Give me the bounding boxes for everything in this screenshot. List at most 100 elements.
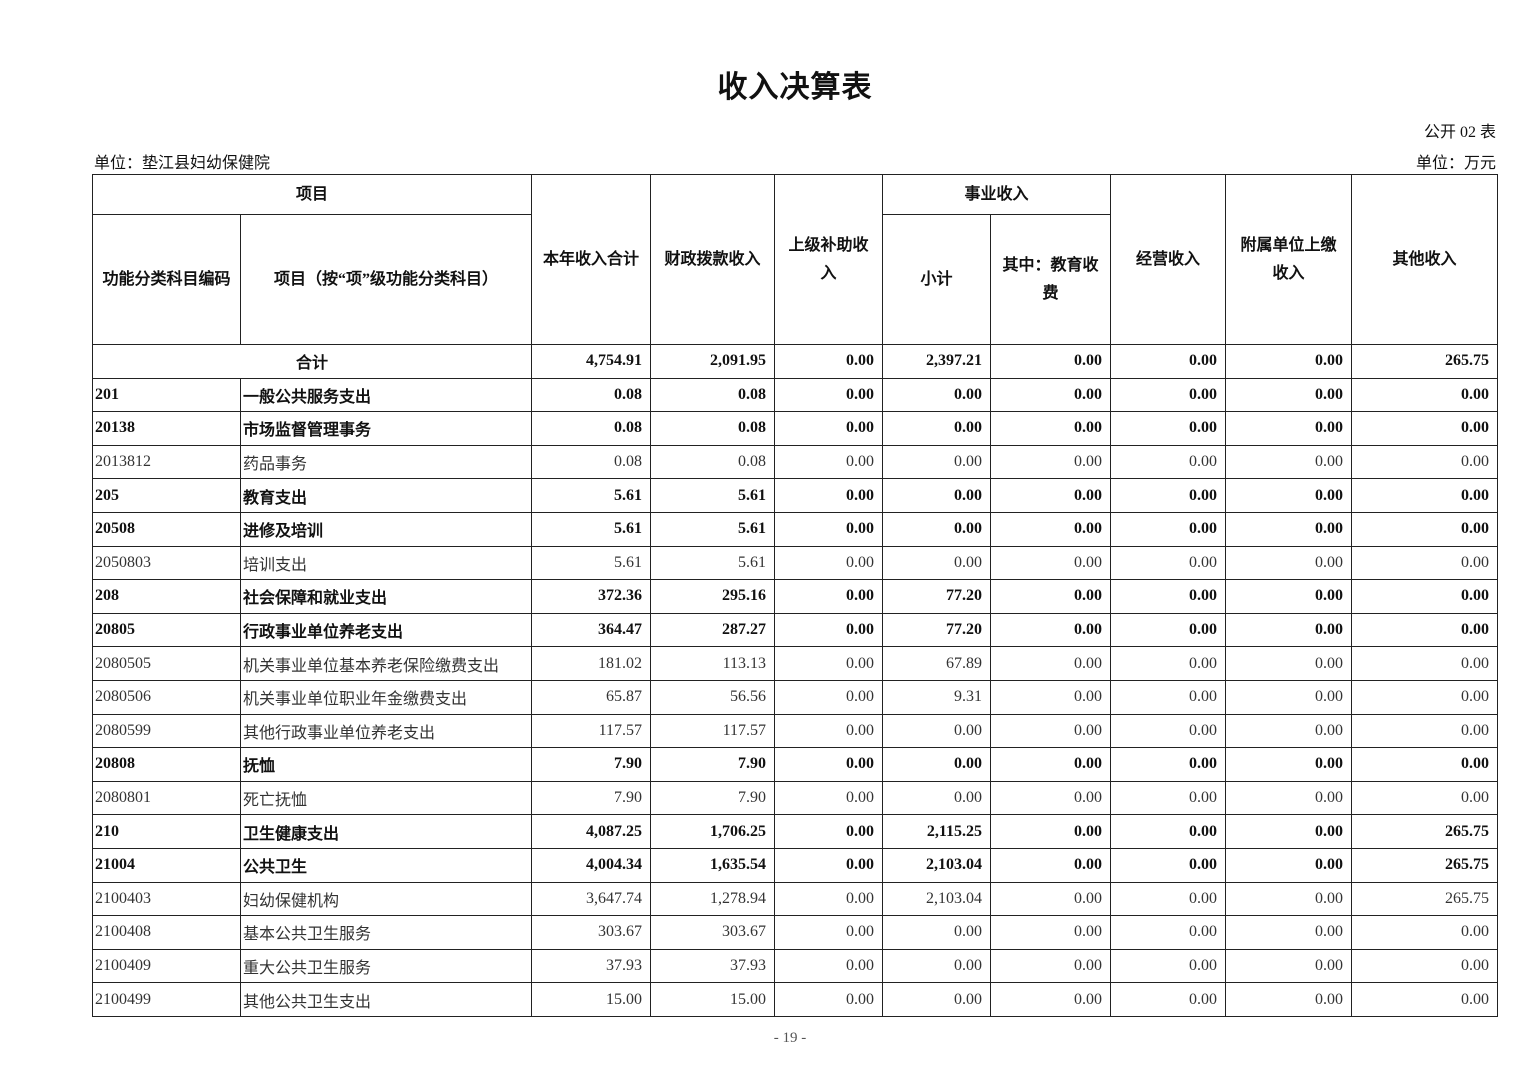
currency-unit: 单位：万元 — [1415, 155, 1496, 172]
cell-value: 113.13 — [650, 646, 776, 681]
cell-value: 0.08 — [650, 411, 776, 446]
cell-code: 2080505 — [92, 646, 241, 681]
cell-value: 0.00 — [774, 444, 884, 480]
cell-value: 0.00 — [774, 948, 884, 984]
cell-value: 0.00 — [882, 545, 992, 581]
table-row: 2100403 妇幼保健机构 3,647.74 1,278.94 0.00 2,103.0… — [92, 881, 1499, 917]
cell-value: 5.61 — [650, 511, 776, 547]
cell-code: 205 — [92, 478, 241, 513]
cell-value: 0.00 — [774, 377, 884, 413]
cell-value: 0.00 — [774, 713, 884, 749]
table-row: 20808 抚恤 7.90 7.90 0.00 0.00 0.00 0.00 0.00 0.00 — [92, 747, 1499, 782]
header-project: 项目 — [91, 174, 533, 215]
cell-value: 0.00 — [990, 814, 1112, 849]
cell-value: 0.00 — [990, 881, 1112, 917]
cell-value: 0.00 — [990, 915, 1112, 950]
cell-value: 0.00 — [1110, 511, 1227, 547]
page-number: - 19 - — [773, 1030, 807, 1046]
cell-name: 机关事业单位职业年金缴费支出 — [239, 679, 533, 715]
cell-value: 0.00 — [1225, 679, 1353, 715]
header-education: 其中：教育收费 — [990, 214, 1112, 345]
cell-value: 0.00 — [882, 747, 992, 782]
cell-value: 0.00 — [1225, 344, 1353, 379]
cell-value: 0.00 — [1351, 612, 1499, 648]
cell-value: 265.75 — [1351, 814, 1499, 849]
cell-code: 208 — [92, 579, 241, 614]
page-title: 收入决算表 — [717, 71, 873, 104]
cell-value: 0.00 — [1225, 377, 1353, 413]
cell-value: 0.00 — [1110, 948, 1227, 984]
cell-code: 201 — [92, 377, 241, 413]
cell-value: 0.00 — [1225, 982, 1353, 1017]
cell-value: 4,087.25 — [531, 814, 652, 849]
cell-name: 社会保障和就业支出 — [239, 579, 533, 614]
cell-value: 0.00 — [1351, 679, 1499, 715]
cell-value: 4,004.34 — [531, 847, 652, 883]
cell-value: 0.00 — [882, 511, 992, 547]
cell-value: 15.00 — [531, 982, 652, 1017]
table-row: 2080506 机关事业单位职业年金缴费支出 65.87 56.56 0.00 9.31 0… — [92, 679, 1499, 715]
cell-value: 0.00 — [990, 545, 1112, 581]
table-row: 21004 公共卫生 4,004.34 1,635.54 0.00 2,103.04 0.0… — [92, 847, 1499, 883]
cell-value: 372.36 — [531, 579, 652, 614]
cell-value: 0.00 — [1351, 747, 1499, 782]
cell-value: 0.08 — [531, 444, 652, 480]
cell-value: 0.00 — [1225, 411, 1353, 446]
cell-name: 基本公共卫生服务 — [239, 915, 533, 950]
cell-value: 37.93 — [531, 948, 652, 984]
cell-value: 0.00 — [990, 579, 1112, 614]
cell-value: 0.00 — [1351, 915, 1499, 950]
cell-value: 0.00 — [1225, 847, 1353, 883]
cell-value: 5.61 — [531, 478, 652, 513]
cell-value: 5.61 — [650, 478, 776, 513]
cell-value: 0.00 — [990, 344, 1112, 379]
cell-code: 20138 — [92, 411, 241, 446]
cell-name: 进修及培训 — [239, 511, 533, 547]
cell-value: 7.90 — [531, 780, 652, 816]
cell-value: 37.93 — [650, 948, 776, 984]
cell-name: 药品事务 — [239, 444, 533, 480]
cell-value: 0.00 — [1110, 377, 1227, 413]
cell-value: 7.90 — [531, 747, 652, 782]
cell-name: 一般公共服务支出 — [239, 377, 533, 413]
cell-value: 0.00 — [774, 411, 884, 446]
cell-value: 295.16 — [650, 579, 776, 614]
cell-code: 2100403 — [92, 881, 241, 917]
cell-value: 65.87 — [531, 679, 652, 715]
cell-value: 77.20 — [882, 579, 992, 614]
cell-value: 181.02 — [531, 646, 652, 681]
cell-value: 0.08 — [531, 411, 652, 446]
table-row: 2080505 机关事业单位基本养老保险缴费支出 181.02 113.13 0.00 6… — [92, 646, 1499, 681]
table-row: 210 卫生健康支出 4,087.25 1,706.25 0.00 2,115.25 0.0… — [92, 814, 1499, 849]
cell-value: 0.00 — [774, 780, 884, 816]
cell-value: 2,103.04 — [882, 847, 992, 883]
table-row: 2080599 其他行政事业单位养老支出 117.57 117.57 0.00 0.00 0… — [92, 713, 1499, 749]
cell-value: 0.00 — [774, 915, 884, 950]
organization-unit: 单位：垫江县妇幼保健院 — [94, 155, 271, 172]
cell-value: 0.00 — [1351, 780, 1499, 816]
table-row: 2100409 重大公共卫生服务 37.93 37.93 0.00 0.00 0.00 0.0… — [92, 948, 1499, 984]
cell-value: 0.00 — [1351, 646, 1499, 681]
cell-code: 20805 — [92, 612, 241, 648]
cell-name: 机关事业单位基本养老保险缴费支出 — [239, 646, 533, 681]
cell-code: 2050803 — [92, 545, 241, 581]
header-code: 功能分类科目编码 — [92, 214, 241, 345]
cell-value: 117.57 — [531, 713, 652, 749]
cell-value: 0.00 — [1351, 948, 1499, 984]
cell-value: 0.08 — [531, 377, 652, 413]
cell-value: 0.00 — [1110, 444, 1227, 480]
cell-value: 0.08 — [650, 377, 776, 413]
cell-code: 2080801 — [92, 780, 241, 816]
table-row: 2100499 其他公共卫生支出 15.00 15.00 0.00 0.00 0.00 0.0… — [92, 982, 1499, 1017]
cell-value: 0.00 — [1351, 444, 1499, 480]
header-total: 本年收入合计 — [531, 174, 652, 345]
cell-value: 0.00 — [1225, 713, 1353, 749]
cell-value: 0.00 — [882, 411, 992, 446]
cell-code: 2100408 — [92, 915, 241, 950]
cell-value: 0.00 — [990, 982, 1112, 1017]
table-row: 20805 行政事业单位养老支出 364.47 287.27 0.00 77.20 0.00… — [92, 612, 1499, 648]
cell-value: 0.00 — [774, 679, 884, 715]
cell-value: 0.00 — [1110, 646, 1227, 681]
cell-value: 0.00 — [774, 814, 884, 849]
cell-value: 0.00 — [990, 646, 1112, 681]
